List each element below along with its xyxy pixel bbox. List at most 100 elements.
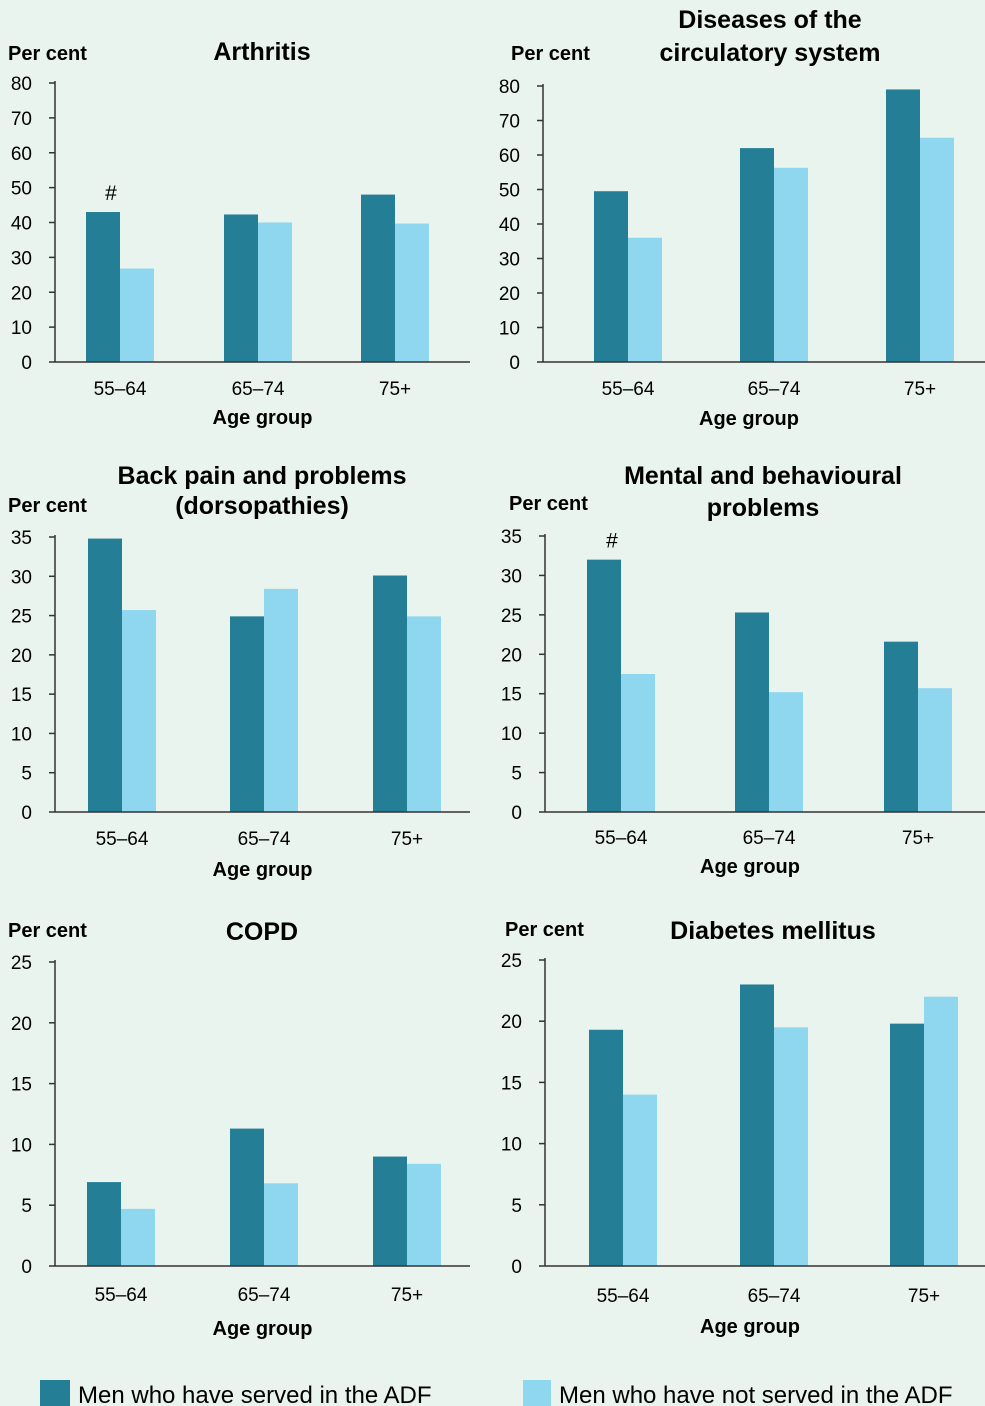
y-tick-label: 5	[21, 1196, 32, 1217]
y-tick-label: 5	[21, 764, 32, 785]
y-tick-label: 20	[499, 284, 520, 305]
bar-served-0	[587, 559, 621, 812]
bar-not-served-0	[621, 674, 655, 812]
x-tick-label: 55–64	[597, 1286, 650, 1307]
y-tick-label: 0	[511, 1257, 522, 1278]
bar-served-2	[890, 1023, 924, 1266]
y-tick-label: 10	[11, 1135, 32, 1156]
y-tick-label: 15	[501, 685, 522, 706]
y-axis-label: Per cent	[505, 919, 584, 941]
x-tick-label: 55–64	[602, 379, 655, 400]
y-tick-label: 80	[11, 74, 32, 95]
bar-not-served-1	[264, 588, 298, 812]
y-axis-label: Per cent	[509, 493, 588, 515]
x-tick-label: 75+	[904, 379, 936, 400]
significance-marker: #	[105, 182, 117, 205]
bar-not-served-2	[395, 223, 429, 362]
x-tick-label: 75+	[391, 829, 423, 850]
y-tick-label: 15	[501, 1073, 522, 1094]
legend-swatch-served	[40, 1380, 70, 1406]
bar-served-0	[88, 538, 122, 812]
y-tick-label: 30	[499, 250, 520, 271]
bar-not-served-2	[407, 616, 441, 812]
bar-not-served-0	[120, 268, 154, 362]
x-tick-label: 55–64	[94, 379, 147, 400]
bar-served-0	[86, 212, 120, 362]
y-tick-label: 10	[501, 1135, 522, 1156]
y-tick-label: 50	[11, 179, 32, 200]
x-axis-label: Age group	[213, 1318, 313, 1340]
y-tick-label: 25	[501, 606, 522, 627]
y-tick-label: 35	[11, 528, 32, 549]
y-tick-label: 70	[499, 112, 520, 133]
y-tick-label: 40	[499, 215, 520, 236]
legend: Men who have served in the ADF Men who ha…	[40, 1380, 953, 1406]
bar-not-served-0	[122, 610, 156, 812]
y-tick-label: 15	[11, 1075, 32, 1096]
bar-not-served-0	[623, 1094, 657, 1266]
y-tick-label: 50	[499, 181, 520, 202]
chart-title: Mental and behavioural	[624, 462, 902, 490]
chart-title: COPD	[226, 918, 298, 946]
bar-not-served-2	[918, 688, 952, 812]
y-tick-label: 30	[501, 566, 522, 587]
y-tick-label: 20	[501, 645, 522, 666]
y-tick-label: 5	[511, 1196, 522, 1217]
y-tick-label: 10	[501, 724, 522, 745]
x-axis-label: Age group	[213, 407, 313, 429]
bar-served-2	[373, 1156, 407, 1266]
bar-not-served-0	[121, 1208, 155, 1266]
bar-not-served-1	[264, 1183, 298, 1266]
bar-served-2	[361, 194, 395, 362]
x-tick-label: 55–64	[595, 828, 648, 849]
y-axis-label: Per cent	[8, 920, 87, 942]
bar-not-served-1	[774, 1027, 808, 1266]
chart-title: Arthritis	[213, 38, 310, 66]
y-tick-label: 30	[11, 248, 32, 269]
chart-title: Diabetes mellitus	[670, 917, 876, 945]
x-tick-label: 75+	[902, 828, 934, 849]
chart-panel-copd: COPD Per cent 0 5 10 15 20 25 55–64 65–74 75+ Age g…	[8, 918, 470, 1340]
y-tick-label: 20	[11, 283, 32, 304]
y-tick-label: 35	[501, 527, 522, 548]
chart-panel-back: Back pain and problems(dorsopathies) Per …	[8, 462, 470, 881]
y-axis-label: Per cent	[8, 495, 87, 517]
x-tick-label: 75+	[379, 379, 411, 400]
y-tick-label: 15	[11, 685, 32, 706]
x-tick-label: 65–74	[238, 1285, 291, 1306]
chart-panel-arthritis: Arthritis Per cent 0 10 20 30 40 50 60 70 80 55–64 6…	[8, 38, 470, 429]
y-axis-label: Per cent	[511, 43, 590, 65]
x-tick-label: 65–74	[748, 379, 801, 400]
chart-title: Back pain and problems	[118, 462, 407, 490]
bar-not-served-1	[258, 222, 292, 362]
y-tick-label: 25	[11, 607, 32, 628]
y-tick-label: 60	[11, 144, 32, 165]
y-tick-label: 0	[21, 803, 32, 824]
bar-served-1	[230, 616, 264, 812]
y-tick-label: 60	[499, 146, 520, 167]
y-tick-label: 0	[21, 353, 32, 374]
bar-served-0	[594, 191, 628, 362]
y-tick-label: 80	[499, 77, 520, 98]
x-tick-label: 65–74	[743, 828, 796, 849]
x-axis-label: Age group	[699, 408, 799, 430]
bar-not-served-0	[628, 237, 662, 362]
chart-title: (dorsopathies)	[175, 492, 349, 520]
y-axis-label: Per cent	[8, 43, 87, 65]
bar-not-served-2	[407, 1163, 441, 1266]
bar-served-1	[740, 148, 774, 362]
y-tick-label: 40	[11, 214, 32, 235]
y-tick-label: 0	[509, 353, 520, 374]
bar-served-0	[589, 1029, 623, 1266]
x-tick-label: 75+	[391, 1285, 423, 1306]
x-tick-label: 65–74	[238, 829, 291, 850]
legend-label-not-served: Men who have not served in the ADF	[559, 1382, 953, 1406]
y-tick-label: 5	[511, 764, 522, 785]
y-tick-label: 25	[501, 951, 522, 972]
chart-panel-diabetes: Diabetes mellitus Per cent 0 5 10 15 20 25 55–64…	[501, 917, 985, 1338]
x-tick-label: 65–74	[232, 379, 285, 400]
bar-not-served-2	[920, 137, 954, 362]
y-tick-label: 30	[11, 567, 32, 588]
y-tick-label: 20	[501, 1012, 522, 1033]
